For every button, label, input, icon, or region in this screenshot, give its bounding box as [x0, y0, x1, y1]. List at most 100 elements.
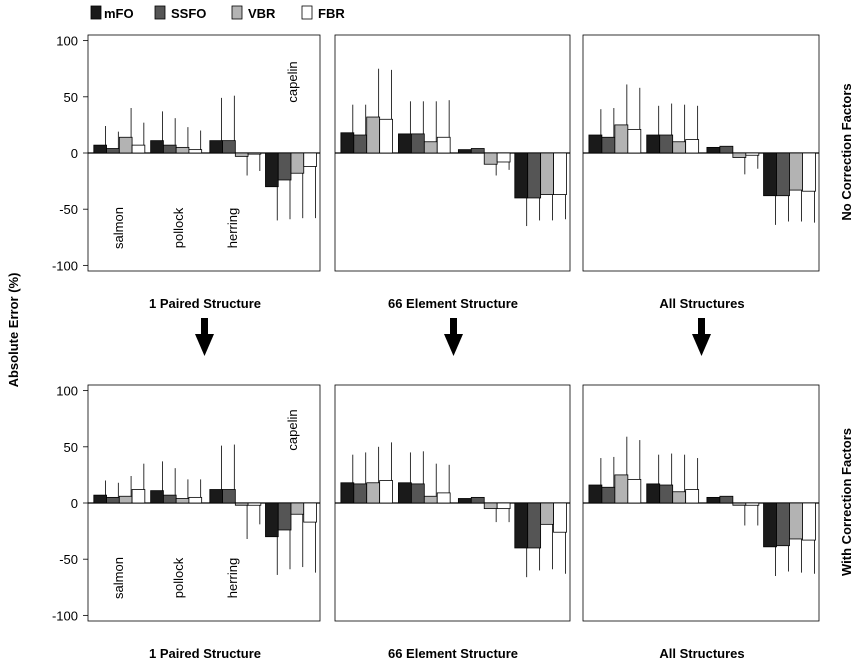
bar-vbr-herring: [234, 152, 249, 157]
bar-vbr-capelin: [290, 502, 305, 515]
bar-fbr-salmon: [131, 489, 146, 504]
bar-ssfo-salmon: [353, 483, 368, 504]
bar-mfo-capelin: [265, 502, 279, 538]
bar-ssfo-pollock: [659, 134, 674, 154]
bar-mfo-pollock: [398, 133, 412, 154]
bar-fbr-herring: [745, 152, 760, 156]
y-tick-label: 0: [71, 496, 78, 511]
column-label-paired-bottom: 1 Paired Structure: [149, 646, 261, 661]
bar-ssfo-pollock: [162, 144, 177, 154]
bar-fbr-pollock: [685, 139, 700, 154]
bar-ssfo-capelin: [527, 152, 542, 199]
chart-panels: -100 -50 0 50 100 -100 -50 0 50 100: [52, 34, 820, 623]
bar-ssfo-capelin: [277, 502, 292, 531]
bar-fbr-herring: [247, 152, 262, 155]
bar-fbr-pollock: [188, 496, 203, 504]
column-label-66-element-top: 66 Element Structure: [388, 296, 518, 311]
bar-mfo-capelin: [265, 152, 279, 188]
species-label-herring-bottom: herring: [225, 558, 240, 598]
bar-fbr-pollock: [436, 136, 451, 154]
bar-fbr-salmon: [627, 478, 642, 504]
bar-mfo-salmon: [588, 484, 603, 504]
bar-vbr-capelin: [540, 152, 554, 195]
bar-vbr-salmon: [614, 124, 629, 154]
bar-ssfo-salmon: [106, 148, 120, 154]
bar-fbr-pollock: [188, 149, 203, 154]
legend-swatch-vbr: [231, 5, 243, 20]
bar-fbr-pollock: [436, 492, 451, 504]
bar-ssfo-pollock: [162, 494, 177, 504]
bar-vbr-pollock: [175, 498, 190, 504]
species-label-pollock-bottom: pollock: [171, 557, 186, 598]
bar-mfo-capelin: [514, 502, 529, 549]
panel-2: [334, 34, 571, 272]
bar-fbr-salmon: [379, 118, 393, 154]
down-arrow-icon-2: [444, 318, 463, 356]
bar-mfo-herring: [457, 498, 472, 504]
legend-swatch-ssfo: [154, 5, 166, 20]
bar-mfo-herring: [706, 496, 721, 504]
bar-mfo-salmon: [340, 482, 355, 504]
bar-mfo-herring: [457, 149, 472, 154]
y-tick-label: -100: [52, 258, 78, 273]
column-label-paired-top: 1 Paired Structure: [149, 296, 261, 311]
bar-ssfo-pollock: [410, 133, 425, 154]
bar-mfo-pollock: [646, 483, 661, 504]
y-tick-label: 100: [56, 384, 78, 399]
bar-ssfo-salmon: [353, 134, 368, 154]
down-arrow-icon-1: [195, 318, 214, 356]
column-label-all-bottom: All Structures: [659, 646, 744, 661]
species-label-herring-top: herring: [225, 208, 240, 248]
species-label-pollock-top: pollock: [171, 207, 186, 248]
bar-vbr-pollock: [175, 146, 190, 154]
bar-mfo-pollock: [150, 140, 164, 154]
species-label-capelin-top: capelin: [285, 61, 300, 102]
bar-vbr-pollock: [672, 141, 687, 154]
bar-vbr-pollock: [423, 495, 438, 504]
y-tick-label: -50: [59, 552, 78, 567]
bar-ssfo-herring: [222, 489, 236, 504]
bar-ssfo-salmon: [106, 496, 120, 504]
legend-label-mfo: mFO: [104, 6, 134, 21]
row-label-with-correction: With Correction Factors: [839, 428, 854, 576]
bar-fbr-herring: [496, 502, 511, 510]
bar-fbr-capelin: [303, 152, 317, 167]
y-tick-label: 0: [71, 146, 78, 161]
bar-mfo-salmon: [340, 132, 355, 154]
bar-mfo-capelin: [763, 502, 777, 548]
legend-swatch-fbr: [301, 5, 313, 20]
bar-fbr-salmon: [627, 128, 642, 154]
legend-label-ssfo: SSFO: [171, 6, 206, 21]
column-label-66-element-bottom: 66 Element Structure: [388, 646, 518, 661]
bar-vbr-salmon: [366, 482, 381, 504]
bar-mfo-salmon: [588, 134, 603, 154]
bar-mfo-salmon: [93, 144, 107, 154]
bar-ssfo-salmon: [601, 486, 616, 504]
y-tick-label: -50: [59, 202, 78, 217]
bar-ssfo-herring: [719, 495, 734, 504]
bar-mfo-pollock: [150, 490, 164, 504]
bar-vbr-herring: [483, 152, 498, 165]
column-label-all-top: All Structures: [659, 296, 744, 311]
bar-fbr-herring: [745, 502, 760, 506]
panel-3: [582, 34, 820, 272]
bar-fbr-capelin: [553, 152, 567, 195]
legend: mFO SSFO VBR FBR: [90, 5, 345, 21]
bar-mfo-herring: [209, 489, 223, 504]
panel-5: [334, 384, 571, 622]
bar-ssfo-salmon: [601, 136, 616, 154]
bar-fbr-capelin: [802, 502, 816, 541]
bar-fbr-capelin: [553, 502, 567, 533]
down-arrow-icon-3: [692, 318, 711, 356]
y-tick-label: -100: [52, 608, 78, 623]
legend-label-vbr: VBR: [248, 6, 276, 21]
bar-mfo-herring: [209, 140, 223, 154]
y-tick-label: 50: [64, 90, 78, 105]
bar-ssfo-capelin: [776, 152, 790, 197]
bar-ssfo-pollock: [659, 484, 674, 504]
panel-4: -100 -50 0 50 100: [52, 384, 321, 623]
bar-vbr-capelin: [789, 502, 803, 540]
legend-label-fbr: FBR: [318, 6, 345, 21]
panel-6: [582, 384, 820, 622]
